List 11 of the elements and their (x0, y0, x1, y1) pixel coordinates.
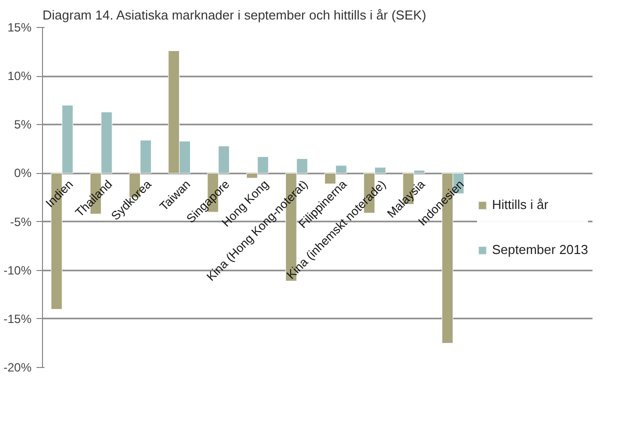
chart-title: Diagram 14. Asiatiska marknader i september och hittills i år (SEK) (42, 8, 426, 22)
y-tick-label: -15% (3, 312, 32, 326)
legend-label: Hittills i år (492, 197, 548, 212)
y-tick-label: -10% (3, 263, 32, 278)
y-tick-label: 5% (14, 118, 32, 132)
y-tick-label: -20% (3, 360, 32, 374)
y-tick-label: -5% (10, 214, 32, 229)
y-tick-label: 10% (7, 69, 32, 84)
legend-label: September 2013 (492, 242, 588, 257)
y-tick-label: 15% (7, 20, 32, 34)
y-tick-label: 0% (14, 166, 32, 180)
